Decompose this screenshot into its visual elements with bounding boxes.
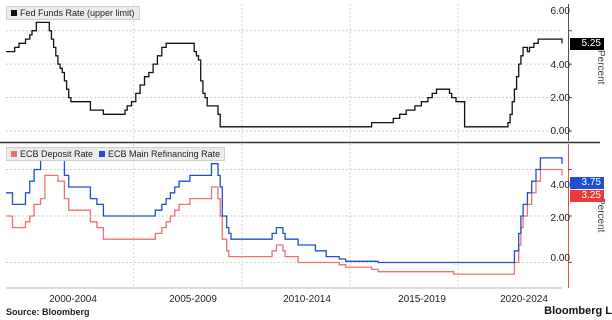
fed-ytick-0: 0.00: [550, 126, 570, 137]
xtick-2010-2014: 2010-2014: [283, 294, 331, 305]
ecb-deposit-legend-label: ECB Deposit Rate: [20, 149, 94, 159]
fed-last-value-badge: 5.25: [570, 38, 604, 50]
ecb-deposit-swatch: [11, 151, 17, 157]
ecb-deposit-last-value-badge: 3.25: [570, 190, 604, 202]
xtick-2000-2004: 2000-2004: [49, 294, 97, 305]
source-note: Source: Bloomberg: [6, 307, 90, 317]
ecb-deposit-series-line: [6, 168, 563, 275]
xtick-2005-2009: 2005-2009: [169, 294, 217, 305]
ecb-legend: ECB Deposit Rate ECB Main Refinancing Rat…: [6, 147, 226, 161]
ecb-ytick-4: 4.00: [550, 180, 570, 191]
bloomberg-brand: Bloomberg L: [544, 305, 612, 317]
fed-ytick-2: 2.00: [550, 93, 570, 104]
ecb-refi-swatch: [99, 151, 106, 157]
xtick-2020-2024: 2020-2024: [500, 294, 548, 305]
fed-legend: Fed Funds Rate (upper limit): [6, 6, 140, 20]
ecb-ylabel: Percent: [595, 198, 606, 233]
fed-ytick-6: 6.00: [550, 6, 570, 17]
ecb-ytick-2: 2.00: [550, 213, 570, 224]
xtick-2015-2019: 2015-2019: [398, 294, 446, 305]
fed-ytick-4: 4.00: [550, 60, 570, 71]
ecb-refi-last-value-badge: 3.75: [570, 177, 604, 189]
ecb-refi-legend-label: ECB Main Refinancing Rate: [108, 149, 221, 159]
ecb-ytick-0: 0.00: [550, 253, 570, 264]
fed-legend-label: Fed Funds Rate (upper limit): [20, 8, 135, 18]
fed-funds-series-line: [6, 21, 563, 128]
ecb-refi-series-line: [6, 151, 563, 264]
fed-legend-swatch: [11, 10, 17, 16]
fed-ylabel: Percent: [595, 50, 606, 85]
